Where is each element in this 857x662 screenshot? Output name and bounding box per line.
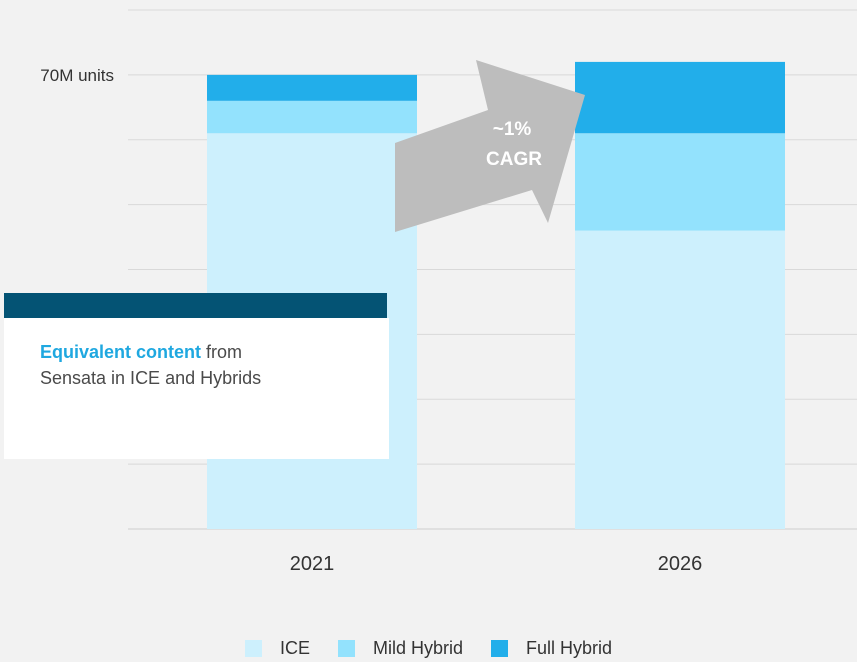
callout-emphasis: Equivalent content (40, 342, 202, 362)
legend-label: Mild Hybrid (372, 637, 463, 658)
legend-swatch (337, 639, 355, 657)
callout-text-part1: from (201, 342, 243, 362)
callout-box (4, 318, 389, 459)
bars (207, 61, 785, 529)
bar-ice-2026 (575, 230, 785, 529)
bar-full-hybrid-2026 (575, 61, 785, 134)
legend-item-full-hybrid: Full Hybrid (491, 636, 612, 660)
bar-full-hybrid-2021 (207, 74, 417, 101)
cagr-arrow-line2: CAGR (486, 149, 542, 170)
legend-label: ICE (279, 637, 310, 658)
callout-text-part2: Sensata in ICE and Hybrids (40, 368, 262, 388)
category-label-2026: 2026 (658, 553, 703, 575)
callout-text: Equivalent content from Sensata in ICE a… (40, 339, 370, 391)
cagr-arrow: ~1% CAGR (395, 60, 585, 232)
legend-swatch (491, 639, 508, 657)
axis: 70M units (40, 66, 114, 85)
legend: ICE Mild Hybrid Full Hybrid (0, 636, 857, 660)
bar-mild-hybrid-2021 (207, 100, 417, 134)
legend-swatch (244, 639, 262, 657)
category-labels: 2021 2026 (290, 553, 703, 575)
callout: Equivalent content from Sensata in ICE a… (4, 293, 389, 459)
legend-item-ice: ICE (244, 636, 310, 660)
legend-item-mild-hybrid: Mild Hybrid (337, 636, 463, 660)
category-label-2021: 2021 (290, 553, 335, 575)
bar-mild-hybrid-2026 (575, 133, 785, 231)
cagr-arrow-line1: ~1% (493, 119, 532, 140)
legend-label: Full Hybrid (526, 637, 613, 658)
chart-canvas: 70M units 2021 2026 ~1% CAGR (40, 9, 857, 575)
cagr-arrow-shape (395, 60, 585, 232)
callout-header-bar (4, 293, 387, 318)
y-tick-label: 70M units (40, 66, 114, 85)
